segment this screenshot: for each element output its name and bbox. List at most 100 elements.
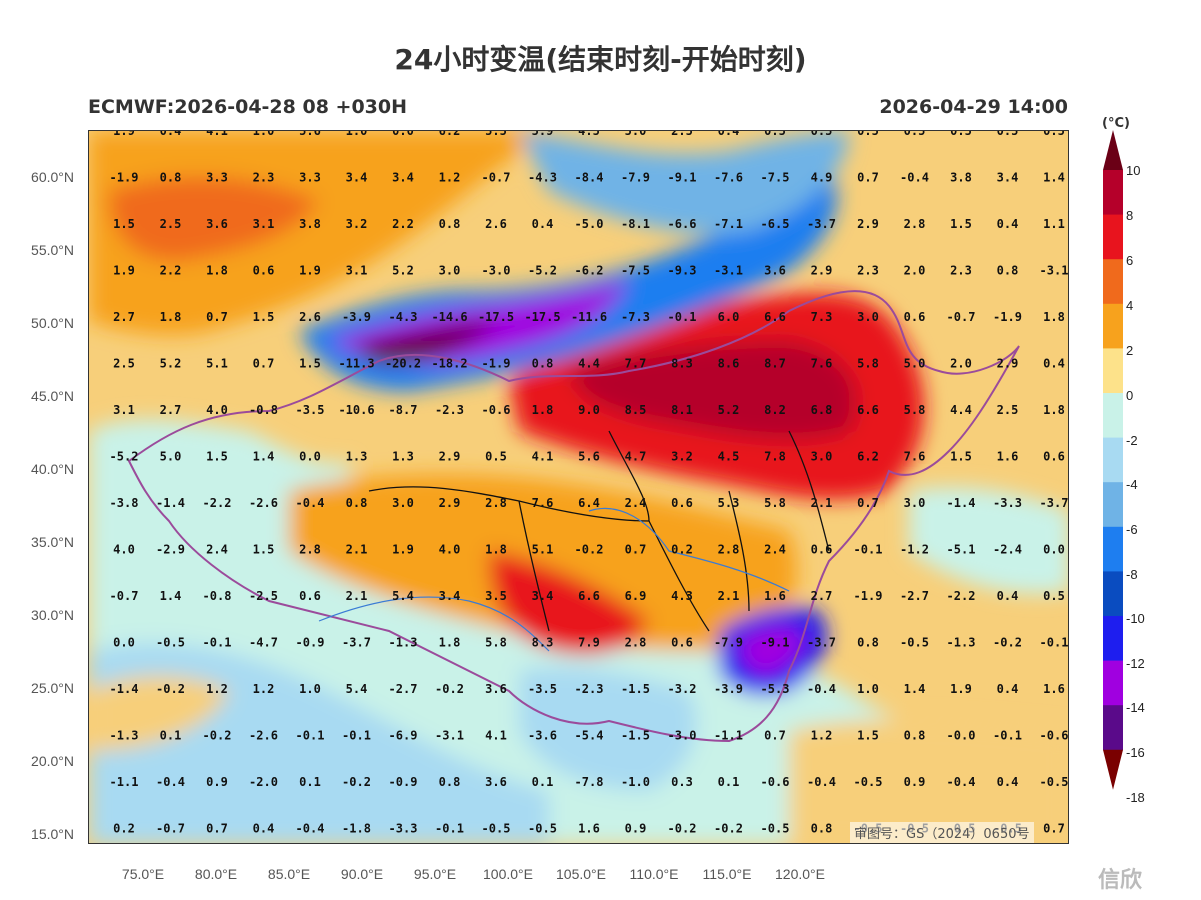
grid-value: -1.9 <box>110 171 139 185</box>
grid-value: -1.4 <box>156 496 185 510</box>
grid-value: 8.1 <box>671 403 693 417</box>
grid-value: 0.4 <box>997 682 1019 696</box>
colorbar-label: 2 <box>1126 343 1134 358</box>
grid-value: 2.7 <box>113 310 135 324</box>
colorbar-segment <box>1103 526 1123 572</box>
grid-value: 1.6 <box>1043 682 1065 696</box>
grid-value: 1.0 <box>253 131 275 138</box>
grid-value: -0.2 <box>993 636 1022 650</box>
province-borders <box>368 430 830 632</box>
grid-value: 4.5 <box>578 131 600 138</box>
grid-value: -1.3 <box>389 636 418 650</box>
grid-value: 2.5 <box>113 357 135 371</box>
grid-value: 1.5 <box>299 357 321 371</box>
lat-label: 60.0°N <box>31 169 74 185</box>
grid-value: 0.2 <box>671 543 693 557</box>
grid-value: -0.2 <box>342 775 371 789</box>
grid-value: 0.4 <box>253 822 275 836</box>
lon-label: 90.0°E <box>340 866 384 882</box>
grid-value: 6.9 <box>625 589 647 603</box>
grid-value: 5.9 <box>532 131 554 138</box>
grid-value: 3.1 <box>253 217 275 231</box>
grid-value: -3.9 <box>714 682 743 696</box>
grid-value: -10.6 <box>338 403 374 417</box>
grid-value: 0.5 <box>764 131 786 138</box>
grid-value: 0.0 <box>299 450 321 464</box>
grid-value: 7.7 <box>625 357 647 371</box>
grid-value: 2.5 <box>997 403 1019 417</box>
grid-value: -3.3 <box>993 496 1022 510</box>
grid-value: 6.0 <box>718 310 740 324</box>
grid-value: 8.2 <box>764 403 786 417</box>
grid-value: -20.2 <box>385 357 421 371</box>
grid-value: 3.0 <box>811 450 833 464</box>
grid-value: 1.2 <box>253 682 275 696</box>
grid-value: 2.9 <box>997 357 1019 371</box>
grid-value: 0.1 <box>299 775 321 789</box>
grid-value: 5.5 <box>485 131 507 138</box>
grid-value: 2.8 <box>485 496 507 510</box>
grid-value: 5.1 <box>532 543 554 557</box>
grid-value: 6.2 <box>439 131 461 138</box>
grid-value: 1.5 <box>113 217 135 231</box>
grid-value: 4.0 <box>439 543 461 557</box>
grid-value: 3.6 <box>206 217 228 231</box>
colorbar-label: -10 <box>1126 611 1145 626</box>
grid-value: 5.8 <box>857 357 879 371</box>
colorbar-segment <box>1103 259 1123 305</box>
grid-value: 2.1 <box>346 589 368 603</box>
grid-value: -5.3 <box>761 682 790 696</box>
grid-value: 3.5 <box>485 589 507 603</box>
grid-value: -7.9 <box>714 636 743 650</box>
grid-value: -0.1 <box>854 543 883 557</box>
grid-value: 2.2 <box>392 217 414 231</box>
grid-value: 1.2 <box>439 171 461 185</box>
grid-value: 0.8 <box>160 171 182 185</box>
grid-value: 4.9 <box>811 171 833 185</box>
grid-value: 1.3 <box>392 450 414 464</box>
colorbar-segment <box>1103 303 1123 349</box>
grid-value: -3.7 <box>1040 496 1069 510</box>
colorbar-label: -4 <box>1126 477 1138 492</box>
grid-value: 4.4 <box>950 403 972 417</box>
warm-zone-sea <box>789 719 1068 843</box>
grid-value: -2.2 <box>203 496 232 510</box>
colorbar-max-arrow <box>1103 130 1123 170</box>
grid-value: 2.8 <box>904 217 926 231</box>
grid-value: 3.0 <box>439 264 461 278</box>
grid-value: 3.0 <box>904 496 926 510</box>
lat-label: 15.0°N <box>31 826 74 842</box>
grid-value: 1.5 <box>253 543 275 557</box>
lat-label: 20.0°N <box>31 753 74 769</box>
colorbar-segment <box>1103 348 1123 394</box>
grid-value: 0.4 <box>718 131 740 138</box>
grid-value: 0.7 <box>857 171 879 185</box>
grid-value: 5.8 <box>764 496 786 510</box>
grid-value: 2.4 <box>206 543 228 557</box>
lat-label: 50.0°N <box>31 315 74 331</box>
grid-value: -0.1 <box>296 729 325 743</box>
grid-value: 3.2 <box>346 217 368 231</box>
colorbar-segments <box>1103 130 1123 790</box>
grid-value: 2.7 <box>160 403 182 417</box>
grid-value: 1.4 <box>253 450 275 464</box>
grid-value: 2.9 <box>439 450 461 464</box>
grid-value: 8.5 <box>625 403 647 417</box>
grid-value: 0.7 <box>1043 822 1065 836</box>
grid-value: -18.2 <box>431 357 467 371</box>
grid-value: 1.9 <box>392 543 414 557</box>
grid-value: -7.8 <box>575 775 604 789</box>
valid-time: 2026-04-29 14:00 <box>879 96 1068 118</box>
lat-label: 35.0°N <box>31 534 74 550</box>
lat-label: 40.0°N <box>31 461 74 477</box>
colorbar-segment <box>1103 214 1123 260</box>
grid-value: 0.1 <box>160 729 182 743</box>
grid-value: -0.5 <box>528 822 557 836</box>
grid-value: -14.6 <box>431 310 467 324</box>
grid-value: 3.3 <box>299 171 321 185</box>
colorbar <box>1103 130 1123 790</box>
grid-value: -5.0 <box>575 217 604 231</box>
grid-value: -0.4 <box>900 171 929 185</box>
colorbar-segment <box>1103 616 1123 662</box>
grid-value: 1.1 <box>1043 217 1065 231</box>
